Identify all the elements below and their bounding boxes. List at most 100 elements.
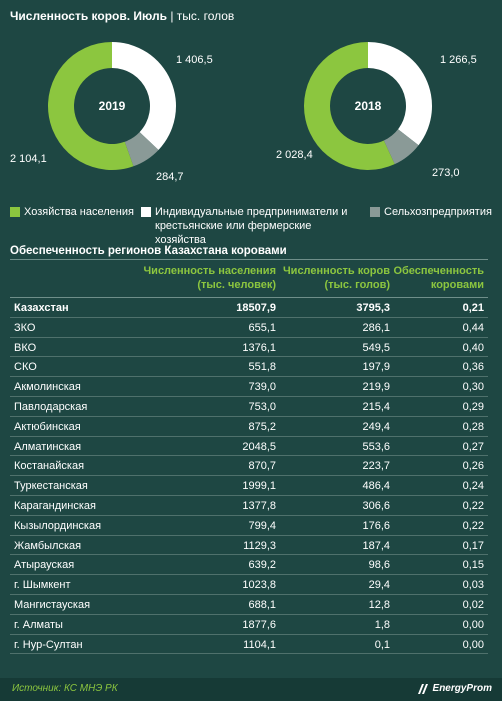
donut-2019-slice-1 bbox=[112, 42, 176, 150]
donut-center-label: 2018 bbox=[355, 99, 382, 113]
legend-label-entrepreneurs: Индивидуальные предприниматели и крестья… bbox=[155, 206, 348, 246]
cows-cell: 549,5 bbox=[362, 341, 390, 354]
donut-2019-slice-2 bbox=[124, 132, 159, 167]
ratio-cell: 0,22 bbox=[462, 519, 484, 532]
footer: Источник: КС МНЭ РК EnergyProm bbox=[0, 678, 502, 701]
population-cell: 1877,6 bbox=[242, 618, 276, 631]
table-title: Обеспеченность регионов Казахстана коров… bbox=[10, 245, 287, 257]
cows-cell: 29,4 bbox=[368, 579, 390, 592]
table-row: г. Шымкент 1023,8 29,4 0,03 bbox=[10, 575, 488, 595]
source-text: Источник: КС МНЭ РК bbox=[12, 683, 118, 694]
header-population: Численность населения (тыс. человек) bbox=[143, 264, 276, 292]
legend-label-households: Хозяйства населения bbox=[24, 206, 134, 218]
brand-logo: EnergyProm bbox=[416, 683, 492, 694]
population-cell: 1377,8 bbox=[242, 499, 276, 512]
population-cell: 639,2 bbox=[248, 559, 276, 572]
region-cell: Казахстан bbox=[14, 302, 69, 314]
table-header-rule bbox=[10, 297, 488, 298]
header-ratio-line2: коровами bbox=[430, 279, 484, 291]
table-row: г. Нур-Султан 1104,1 0,1 0,00 bbox=[10, 635, 488, 655]
population-cell: 753,0 bbox=[248, 400, 276, 413]
ratio-cell: 0,30 bbox=[462, 381, 484, 394]
donut-value-label: 284,7 bbox=[156, 171, 184, 183]
donut-center-label: 2019 bbox=[99, 99, 126, 113]
cows-cell: 223,7 bbox=[362, 460, 390, 473]
header-ratio: Обеспеченность коровами bbox=[393, 264, 484, 292]
cows-cell: 306,6 bbox=[362, 499, 390, 512]
legend-item-households: Хозяйства населения bbox=[10, 205, 134, 219]
ratio-cell: 0,28 bbox=[462, 420, 484, 433]
donut-2019-slice-0 bbox=[47, 42, 134, 170]
cows-cell: 486,4 bbox=[362, 480, 390, 493]
cows-cell: 249,4 bbox=[362, 420, 390, 433]
cows-cell: 0,1 bbox=[374, 638, 390, 651]
cows-cell: 176,6 bbox=[362, 519, 390, 532]
region-cell: г. Нур-Султан bbox=[14, 638, 83, 651]
region-cell: Акмолинская bbox=[14, 381, 81, 394]
header-population-line2: (тыс. человек) bbox=[197, 279, 276, 291]
region-cell: СКО bbox=[14, 361, 37, 374]
table-row: г. Алматы 1877,6 1,8 0,00 bbox=[10, 615, 488, 635]
region-cell: Карагандинская bbox=[14, 499, 96, 512]
population-cell: 1376,1 bbox=[242, 341, 276, 354]
region-cell: Костанайская bbox=[14, 460, 85, 473]
donut-value-label: 1 406,5 bbox=[176, 54, 213, 66]
ratio-cell: 0,02 bbox=[462, 598, 484, 611]
ratio-cell: 0,40 bbox=[462, 341, 484, 354]
population-cell: 1129,3 bbox=[243, 539, 276, 552]
header-cows-line1: Численность коров bbox=[282, 265, 390, 277]
brand-logo-text: EnergyProm bbox=[432, 683, 492, 694]
table-row: Мангистауская 688,1 12,8 0,02 bbox=[10, 595, 488, 615]
donut-2018-slice-0 bbox=[304, 42, 395, 170]
table-row: Карагандинская 1377,8 306,6 0,22 bbox=[10, 496, 488, 516]
population-cell: 739,0 bbox=[248, 381, 276, 394]
region-cell: Атырауская bbox=[14, 559, 75, 572]
region-cell: Кызылординская bbox=[14, 519, 102, 532]
region-cell: Жамбылская bbox=[14, 539, 82, 552]
table-row: ЗКО 655,1 286,1 0,44 bbox=[10, 318, 488, 338]
donut-charts: 2019 2 104,1 1 406,5 284,7 2018 2 028,4 1 266,… bbox=[0, 28, 502, 198]
ratio-cell: 0,24 bbox=[462, 480, 484, 493]
region-cell: ВКО bbox=[14, 341, 37, 354]
table-row: Павлодарская 753,0 215,4 0,29 bbox=[10, 397, 488, 417]
table-row: Жамбылская 1129,3 187,4 0,17 bbox=[10, 536, 488, 556]
table-row: Актюбинская 875,2 249,4 0,28 bbox=[10, 417, 488, 437]
donut-2018-slice-2 bbox=[383, 129, 419, 165]
ratio-cell: 0,22 bbox=[462, 499, 484, 512]
legend-label-agri: Сельхозпредприятия bbox=[384, 206, 492, 218]
ratio-cell: 0,00 bbox=[462, 618, 484, 631]
region-cell: Павлодарская bbox=[14, 400, 88, 413]
table-row: ВКО 1376,1 549,5 0,40 bbox=[10, 338, 488, 358]
region-cell: ЗКО bbox=[14, 321, 36, 334]
population-cell: 655,1 bbox=[248, 321, 276, 334]
chart-title-main: Численность коров. Июль bbox=[10, 9, 168, 23]
table-row: Акмолинская 739,0 219,9 0,30 bbox=[10, 377, 488, 397]
ratio-cell: 0,36 bbox=[462, 361, 484, 374]
population-cell: 875,2 bbox=[248, 420, 276, 433]
cows-cell: 98,6 bbox=[368, 559, 390, 572]
population-cell: 551,8 bbox=[248, 361, 276, 374]
chart-title: Численность коров. Июль | тыс. голов bbox=[10, 9, 234, 23]
donut-2018-slice-1 bbox=[368, 42, 432, 146]
header-cows-line2: (тыс. голов) bbox=[324, 279, 390, 291]
legend-item-agri: Сельхозпредприятия bbox=[370, 205, 492, 219]
donut-value-label: 2 104,1 bbox=[10, 153, 47, 165]
donut-value-label: 273,0 bbox=[432, 167, 460, 179]
cows-cell: 12,8 bbox=[368, 598, 390, 611]
table-row: Атырауская 639,2 98,6 0,15 bbox=[10, 555, 488, 576]
cows-cell: 197,9 bbox=[362, 361, 390, 374]
region-cell: г. Алматы bbox=[14, 618, 63, 631]
table-top-rule bbox=[10, 259, 488, 260]
table-body: Казахстан 18507,9 3795,3 0,21 ЗКО 655,1 286,1 0… bbox=[10, 298, 488, 655]
table-row: Алматинская 2048,5 553,6 0,27 bbox=[10, 437, 488, 457]
chart-title-unit: | тыс. голов bbox=[170, 9, 235, 23]
donut-value-label: 2 028,4 bbox=[276, 149, 313, 161]
header-ratio-line1: Обеспеченность bbox=[393, 265, 484, 277]
ratio-cell: 0,27 bbox=[462, 440, 484, 453]
cows-cell: 3795,3 bbox=[356, 302, 390, 314]
ratio-cell: 0,26 bbox=[462, 460, 484, 473]
population-cell: 870,7 bbox=[248, 460, 276, 473]
legend-swatch-households bbox=[10, 207, 20, 217]
population-cell: 2048,5 bbox=[242, 440, 276, 453]
table-row: Кызылординская 799,4 176,6 0,22 bbox=[10, 516, 488, 536]
